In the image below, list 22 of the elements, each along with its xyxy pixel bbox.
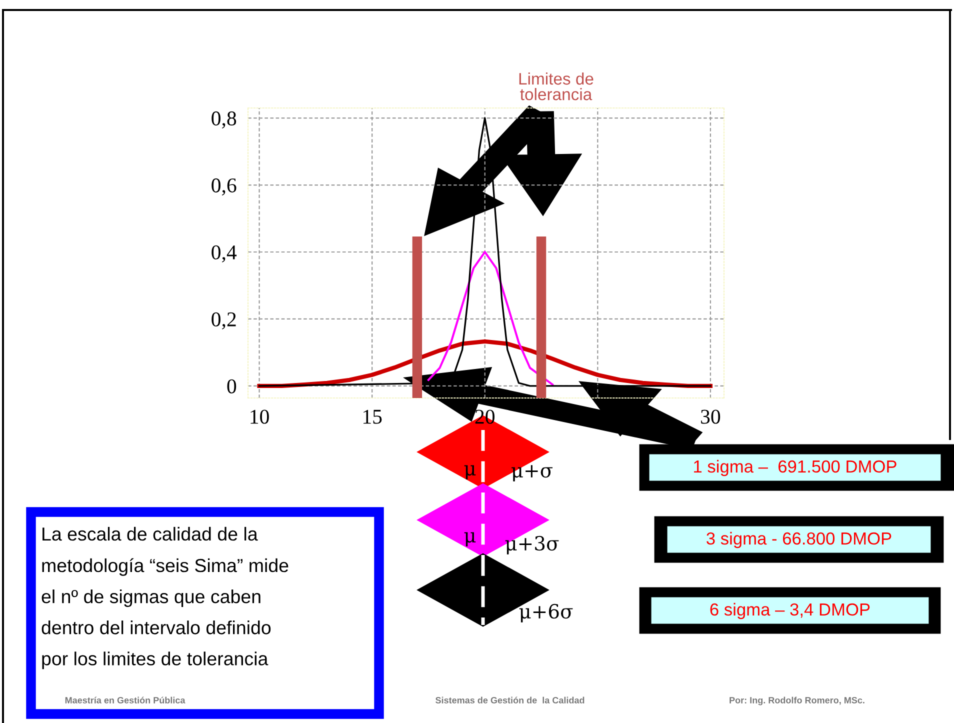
- text: μ: [464, 532, 476, 546]
- y-tick-label: 0: [227, 379, 236, 394]
- text: μ: [464, 465, 476, 480]
- text: μ+6σ: [519, 604, 573, 622]
- text: μ+σ: [512, 465, 553, 482]
- x-tick-label: 30: [701, 410, 720, 424]
- y-tick-label: 0,6: [212, 178, 236, 196]
- text: Limites de tolerancia: [519, 72, 594, 100]
- text: 3 sigma - 66.800 DMOP: [706, 532, 892, 548]
- x-tick-label: 15: [363, 410, 382, 424]
- text: Por: Ing. Rodolfo Romero, MSc.: [730, 696, 864, 706]
- x-tick-label: 10: [250, 410, 269, 424]
- line-series: [427, 250, 554, 386]
- text: Sistemas de Gestión de la Calidad: [436, 696, 584, 704]
- text: La escala de calidad de la metodología “seis Sima” mide el nº de sigmas que caben dentro del intervalo definido por los limites de tolerancia: [42, 526, 288, 670]
- y-tick-label: 0,2: [212, 312, 236, 330]
- text: 1 sigma – 691.500 DMOP: [694, 460, 896, 476]
- text: μ+3σ: [505, 536, 559, 554]
- y-tick-label: 0,4: [212, 245, 237, 262]
- text: Maestría en Gestión Pública: [65, 696, 186, 704]
- text: 6 sigma – 3,4 DMOP: [710, 602, 870, 620]
- y-tick-label: 0,8: [212, 111, 236, 128]
